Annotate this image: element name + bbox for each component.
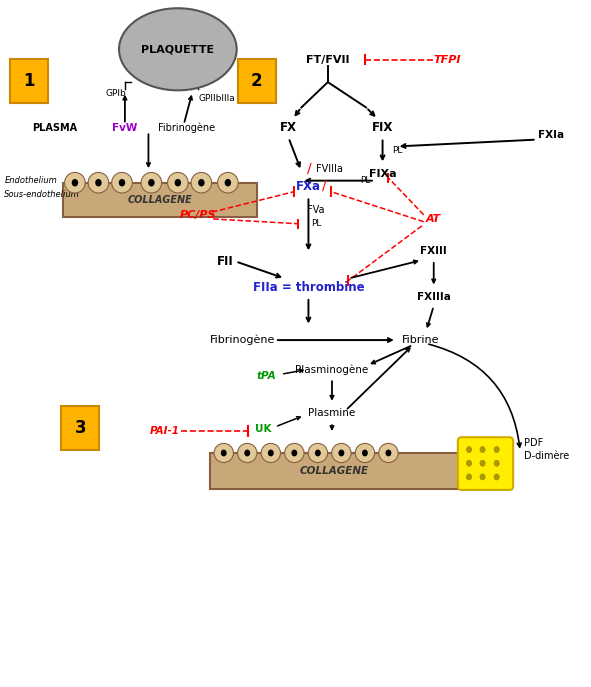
Circle shape [315, 449, 321, 456]
Ellipse shape [168, 172, 188, 193]
Text: ∕: ∕ [322, 179, 327, 193]
Circle shape [480, 473, 485, 480]
Circle shape [268, 449, 274, 456]
Text: PLAQUETTE: PLAQUETTE [141, 44, 215, 54]
Circle shape [339, 449, 345, 456]
Ellipse shape [355, 443, 375, 462]
Circle shape [466, 460, 472, 466]
Circle shape [385, 449, 391, 456]
Text: 1: 1 [23, 71, 35, 90]
Text: FXa: FXa [296, 179, 321, 192]
Text: FVa: FVa [307, 205, 325, 215]
Text: FXIa: FXIa [538, 130, 564, 140]
Text: FIXa: FIXa [369, 169, 397, 179]
Text: FT/FVII: FT/FVII [306, 54, 350, 65]
Text: UK: UK [255, 424, 271, 434]
FancyBboxPatch shape [10, 59, 48, 102]
Text: Plasmine: Plasmine [309, 408, 356, 418]
Text: PL: PL [392, 146, 403, 155]
Text: FXIIIa: FXIIIa [417, 292, 451, 302]
Text: FII: FII [216, 255, 233, 268]
Circle shape [494, 460, 499, 466]
Ellipse shape [119, 8, 236, 90]
Ellipse shape [191, 172, 212, 193]
Circle shape [494, 460, 499, 466]
Text: GPIIbIIIa: GPIIbIIIa [199, 94, 235, 103]
FancyBboxPatch shape [458, 437, 513, 490]
Text: tPA: tPA [256, 372, 276, 381]
Ellipse shape [261, 443, 281, 462]
Ellipse shape [308, 443, 327, 462]
Circle shape [466, 460, 472, 466]
Text: AT: AT [426, 214, 441, 224]
Text: COLLAGENE: COLLAGENE [128, 195, 193, 205]
Text: Fibrinogène: Fibrinogène [210, 335, 275, 346]
Circle shape [480, 460, 485, 466]
Circle shape [494, 473, 499, 480]
Circle shape [362, 449, 368, 456]
Text: PLASMA: PLASMA [32, 123, 77, 133]
Text: FIIa = thrombine: FIIa = thrombine [252, 281, 364, 294]
Circle shape [198, 179, 204, 186]
Circle shape [119, 179, 125, 186]
Text: Fibrine: Fibrine [401, 335, 439, 345]
Ellipse shape [238, 443, 257, 462]
Text: FIX: FIX [372, 122, 393, 135]
Ellipse shape [88, 172, 109, 193]
Ellipse shape [379, 443, 398, 462]
Circle shape [72, 179, 78, 186]
Circle shape [466, 447, 472, 453]
Ellipse shape [112, 172, 132, 193]
Circle shape [221, 449, 227, 456]
FancyBboxPatch shape [238, 59, 275, 102]
Circle shape [148, 179, 155, 186]
Text: COLLAGENE: COLLAGENE [299, 466, 368, 476]
Circle shape [466, 447, 472, 453]
Ellipse shape [64, 172, 85, 193]
Circle shape [480, 473, 485, 480]
Text: PAI-1: PAI-1 [150, 426, 180, 436]
Text: ∕: ∕ [307, 162, 312, 176]
Text: PC/PS: PC/PS [180, 210, 217, 220]
Circle shape [466, 473, 472, 480]
Text: Plasminogène: Plasminogène [296, 364, 369, 374]
FancyBboxPatch shape [63, 183, 257, 217]
Circle shape [480, 460, 485, 466]
Circle shape [494, 473, 499, 480]
FancyBboxPatch shape [210, 453, 460, 488]
Text: 2: 2 [251, 71, 262, 90]
Circle shape [291, 449, 297, 456]
Ellipse shape [141, 172, 162, 193]
FancyBboxPatch shape [61, 406, 99, 449]
Circle shape [466, 473, 472, 480]
Text: FvW: FvW [112, 123, 138, 133]
Circle shape [480, 447, 485, 453]
Circle shape [174, 179, 181, 186]
Text: Endothelium: Endothelium [4, 176, 57, 185]
Circle shape [95, 179, 102, 186]
Ellipse shape [217, 172, 238, 193]
Text: FX: FX [280, 122, 297, 135]
Text: 3: 3 [74, 418, 86, 437]
Text: GPIb: GPIb [106, 89, 126, 98]
Ellipse shape [214, 443, 233, 462]
Text: PL: PL [360, 176, 371, 185]
Text: TFPI: TFPI [434, 54, 461, 65]
Circle shape [494, 447, 499, 453]
Text: Fibrinogène: Fibrinogène [158, 123, 215, 133]
Text: FXIII: FXIII [420, 246, 447, 256]
Text: PDF: PDF [524, 438, 543, 448]
Text: FVIIIa: FVIIIa [316, 164, 343, 174]
Text: PL: PL [311, 219, 322, 228]
Text: D-dimère: D-dimère [524, 451, 569, 462]
Circle shape [494, 447, 499, 453]
Ellipse shape [285, 443, 304, 462]
Text: Sous-endothelium: Sous-endothelium [4, 190, 80, 199]
Circle shape [480, 447, 485, 453]
Circle shape [225, 179, 231, 186]
Circle shape [244, 449, 250, 456]
Ellipse shape [332, 443, 351, 462]
